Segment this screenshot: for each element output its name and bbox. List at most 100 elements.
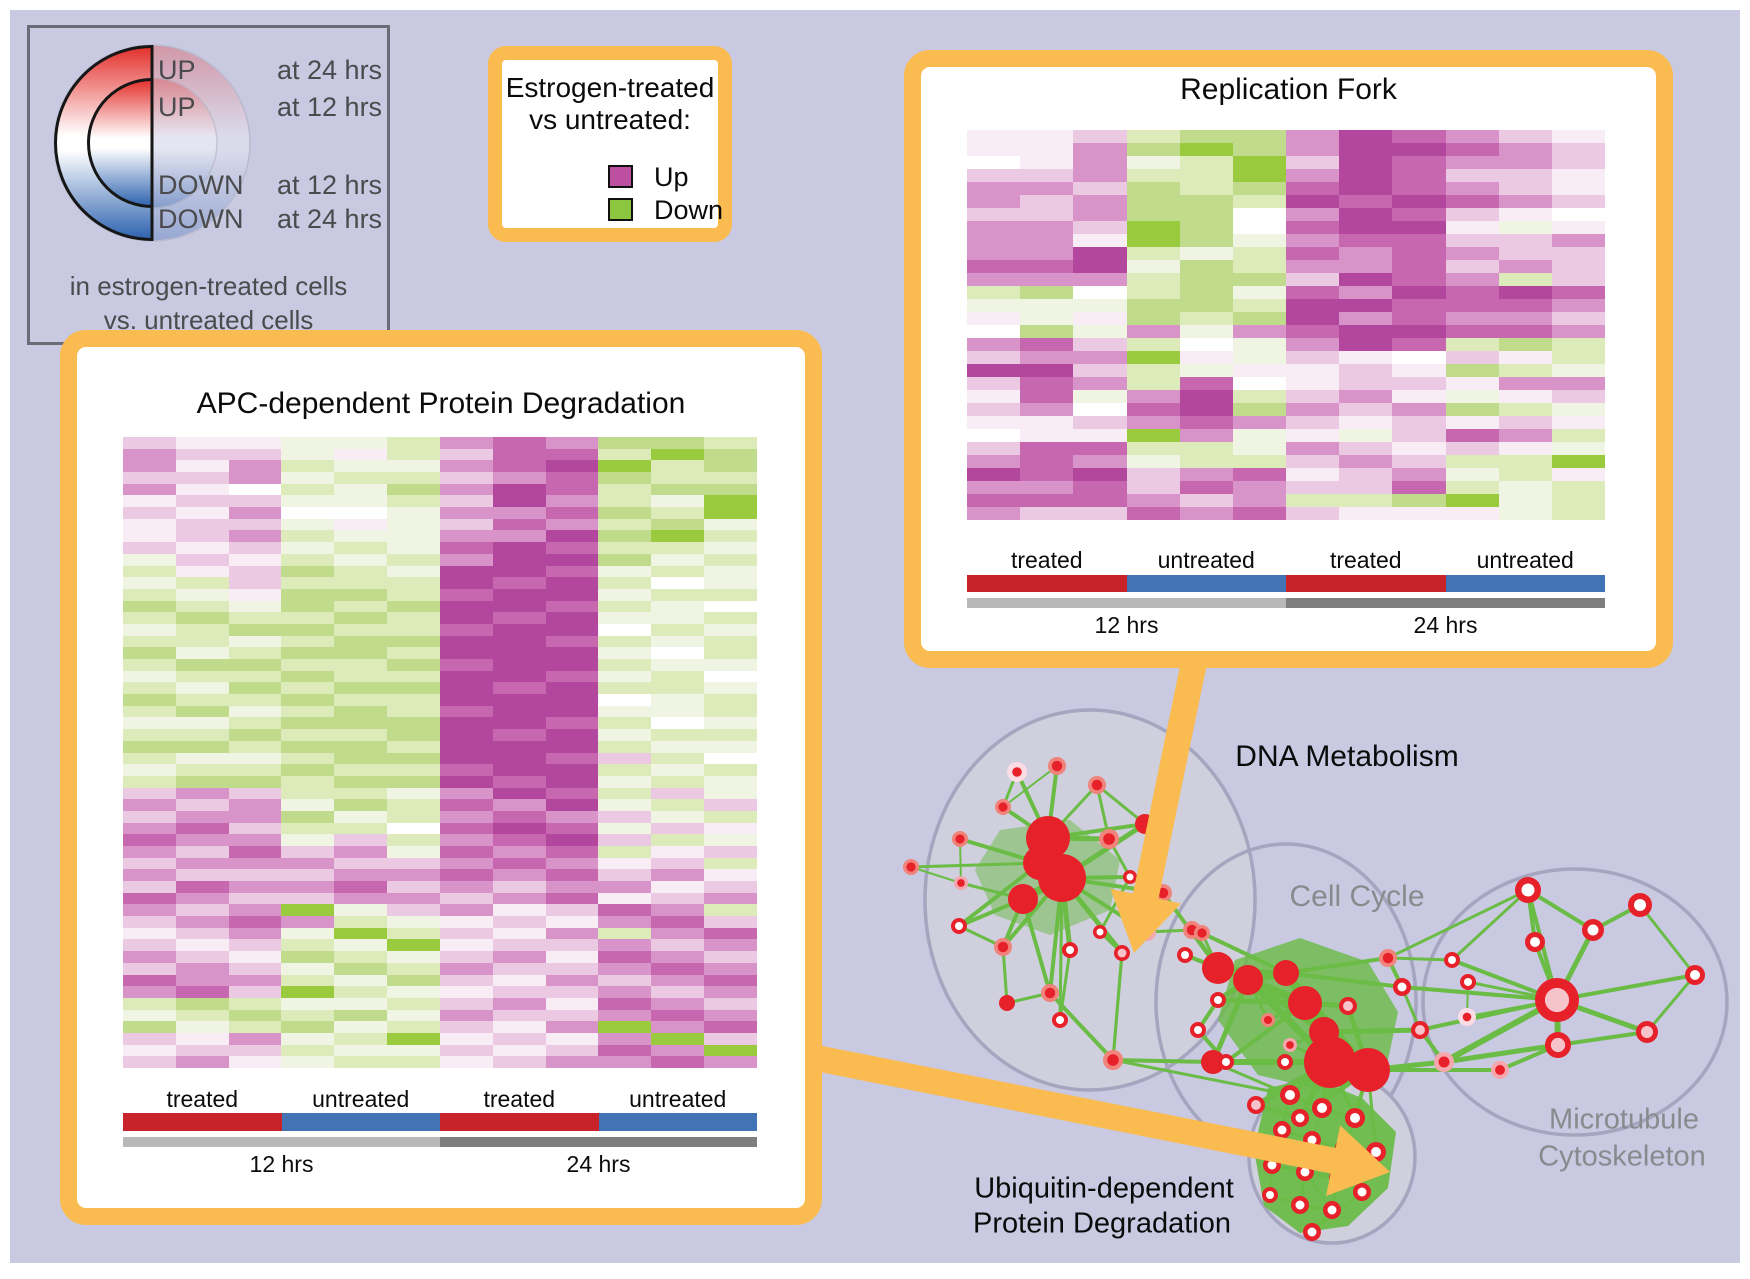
heatmap-cell — [1339, 494, 1393, 507]
heatmap-cell — [492, 472, 546, 484]
heatmap-cell — [1073, 338, 1127, 351]
heatmap-cell — [1339, 234, 1393, 247]
heatmap-cell — [175, 740, 229, 753]
heatmap-cell — [387, 612, 440, 624]
heatmap-cell — [439, 670, 493, 683]
heatmap-cell — [1445, 130, 1499, 143]
heatmap-cell — [334, 1009, 388, 1022]
heatmap-cell — [967, 273, 1021, 286]
heatmap-cell — [387, 659, 440, 671]
heatmap-cell — [175, 904, 229, 917]
heatmap-cell — [334, 927, 388, 940]
heatmap-cell — [228, 951, 282, 963]
heatmap-cell — [598, 623, 652, 636]
heatmap-cell — [704, 775, 757, 788]
color-key-title-line1: Estrogen-treated — [505, 72, 715, 103]
heatmap-cell — [175, 834, 229, 846]
heatmap-cell — [1126, 208, 1180, 221]
heatmap-cell — [704, 1056, 757, 1068]
heatmap-cell — [334, 553, 388, 566]
heatmap-cell — [334, 705, 388, 718]
heatmap-cell — [492, 670, 546, 683]
heatmap-cell — [492, 437, 546, 449]
cluster-ellipse-microtubule-cytoskeleton — [1421, 867, 1729, 1137]
heatmap-cell — [334, 623, 388, 636]
heatmap-cell — [1286, 247, 1340, 260]
network-node-core — [1307, 1227, 1317, 1237]
heatmap-cell — [967, 455, 1021, 468]
heatmap-cell — [123, 845, 176, 858]
heatmap-cell — [1179, 312, 1233, 325]
heatmap-cell — [1445, 312, 1499, 325]
heatmap-cell — [598, 1021, 652, 1033]
time-color-bar — [967, 598, 1286, 608]
heatmap-cell — [598, 577, 652, 589]
heatmap-cell — [387, 623, 440, 636]
heatmap-cell — [281, 530, 335, 543]
heatmap-cell — [439, 553, 493, 566]
heatmap-cell — [545, 705, 599, 718]
network-edge — [1112, 1058, 1291, 1097]
heatmap-cell — [228, 927, 282, 940]
heatmap-cell — [967, 364, 1021, 377]
heatmap-cell — [1498, 325, 1552, 338]
heatmap-cell — [492, 530, 546, 543]
time-label: 12 hrs — [249, 1151, 314, 1177]
heatmap-cell — [439, 1044, 493, 1057]
heatmap-cell — [1339, 247, 1393, 260]
heatmap-cell — [123, 892, 176, 905]
network-node — [1201, 1050, 1225, 1074]
heatmap-cell — [281, 472, 335, 484]
heatmap-cell — [1551, 169, 1605, 182]
heatmap-cell — [598, 787, 652, 800]
heatmap-cell — [123, 962, 176, 975]
heatmap-cell — [492, 577, 546, 589]
heatmap-cell — [387, 717, 440, 730]
heatmap-cell — [1392, 247, 1446, 260]
heatmap-cell — [175, 1044, 229, 1057]
heatmap-cell — [387, 518, 440, 531]
heatmap-cell — [651, 834, 705, 846]
heatmap-cell — [123, 857, 176, 870]
network-node-core — [955, 922, 963, 930]
heatmap-cell — [1551, 416, 1605, 429]
heatmap-cell — [545, 834, 599, 846]
network-node-core — [1285, 1090, 1295, 1100]
heatmap-cell — [1445, 403, 1499, 416]
heatmap-cell — [704, 472, 757, 484]
heatmap-cell — [1232, 182, 1286, 195]
heatmap-cell — [1126, 429, 1180, 442]
heatmap-cell — [281, 962, 335, 975]
heatmap-cell — [439, 495, 493, 508]
apc-time-bars — [123, 1137, 757, 1147]
heatmap-cell — [651, 577, 705, 589]
apc-group-bars — [123, 1113, 757, 1131]
network-node-core — [1157, 887, 1169, 899]
heatmap-cell — [175, 530, 229, 543]
heatmap-cell — [545, 717, 599, 730]
heatmap-cell — [1445, 156, 1499, 169]
heatmap-cell — [281, 1032, 335, 1045]
network-node — [1038, 854, 1086, 902]
heatmap-cell — [1392, 507, 1446, 520]
heatmap-cell — [387, 553, 440, 566]
heatmap-cell — [492, 881, 546, 893]
heatmap-cell — [1445, 429, 1499, 442]
heatmap-cell — [387, 857, 440, 870]
heatmap-cell — [1179, 221, 1233, 234]
heatmap-cell — [1551, 247, 1605, 260]
heatmap-cell — [967, 208, 1021, 221]
network-edge — [1638, 904, 1697, 976]
heatmap-cell — [387, 588, 440, 601]
heatmap-cell — [228, 1009, 282, 1022]
heatmap-cell — [704, 869, 757, 882]
heatmap-cell — [334, 448, 388, 461]
heatmap-cell — [439, 799, 493, 811]
heatmap-cell — [123, 705, 176, 718]
heatmap-cell — [1392, 416, 1446, 429]
heatmap-cell — [334, 437, 388, 449]
heatmap-cell — [1551, 468, 1605, 481]
heatmap-cell — [545, 974, 599, 987]
heatmap-cell — [281, 717, 335, 730]
heatmap-cell — [492, 986, 546, 998]
